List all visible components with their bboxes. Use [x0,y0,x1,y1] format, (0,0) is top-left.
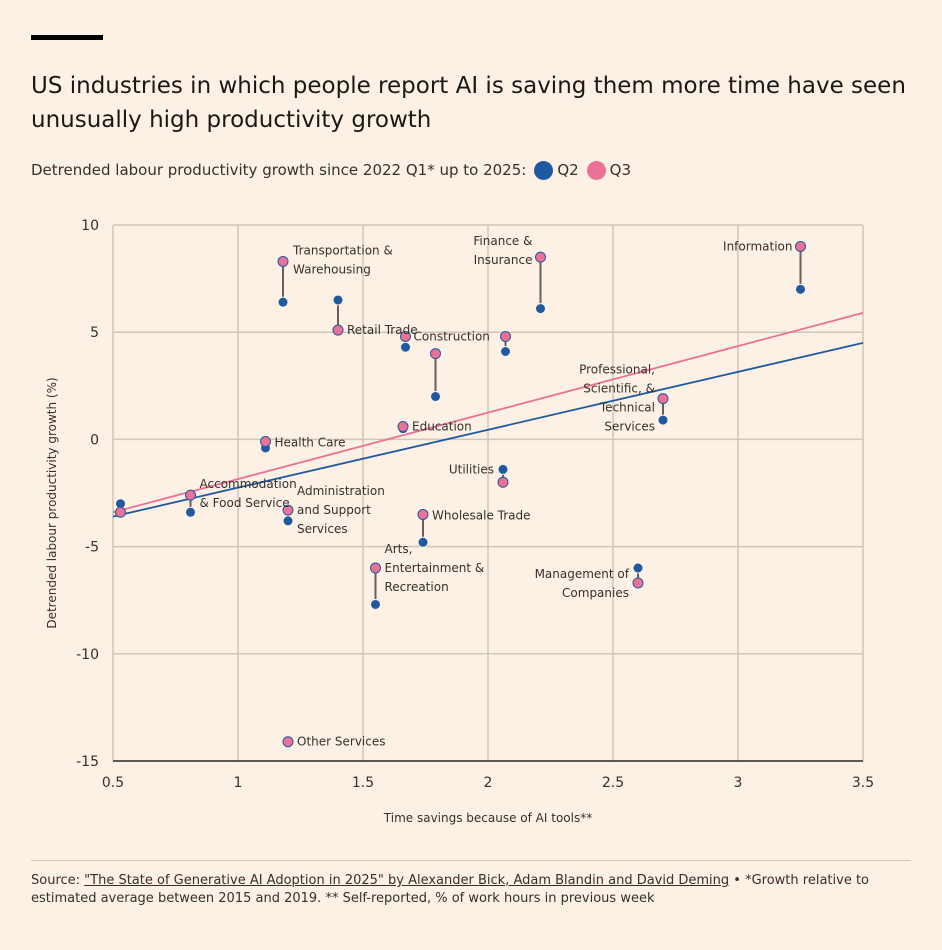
y-tick-label: -10 [76,647,99,663]
point-q3 [185,489,196,501]
point-q2 [277,296,289,308]
y-tick-label: 5 [90,325,99,341]
y-tick-label: -15 [76,754,99,770]
legend-label-q2: Q2 [557,161,579,179]
point-q3 [795,240,806,252]
x-tick-label: 3 [734,775,743,791]
point-q2 [500,345,511,357]
point-q2 [370,598,381,610]
x-tick-label: 1.5 [352,775,374,791]
source-divider [31,860,911,861]
point-label: Administration and Support Services [297,484,385,536]
source-suffix: • *Growth relative to estimated average … [31,873,869,906]
chart-title: US industries in which people report AI … [31,73,906,134]
x-tick-label: 3.5 [852,775,874,791]
legend-item-q3: Q3 [586,158,632,182]
point-label: Information [723,239,792,253]
point-q2 [632,562,644,574]
point-label: Arts, Entertainment & Recreation [385,542,485,594]
point-q3 [332,324,344,336]
source-prefix: Source: [31,873,85,888]
point-q2 [497,463,509,475]
subtitle-text: Detrended labour productivity growth sin… [31,161,527,179]
point-label: Other Services [297,735,386,749]
point-label: Education [412,420,472,434]
point-q3 [282,504,294,516]
point-q2 [795,283,806,295]
point-label: Wholesale Trade [432,508,531,522]
point-q3 [417,508,429,520]
point-q3 [397,421,409,433]
source-note: Source: "The State of Generative AI Adop… [31,860,911,908]
trendline-q3 [112,312,864,514]
legend-swatch-q2 [534,160,554,180]
point-q3 [497,476,509,488]
point-label: Retail Trade [347,323,418,337]
point-q3 [370,562,381,574]
point-q2 [535,303,546,315]
source-link[interactable]: "The State of Generative AI Adoption in … [84,873,730,888]
point-label: Finance & Insurance [473,234,532,267]
top-rule [31,35,103,40]
point-q3 [535,251,546,263]
point-label: Management of Companies [535,567,630,600]
trendline-q2 [112,342,864,518]
point-q3 [260,436,271,448]
point-label: Transportation & Warehousing [292,243,393,276]
point-q2 [185,506,196,518]
point-label: Health Care [275,436,346,450]
y-tick-label: -5 [85,540,99,556]
point-q2 [430,391,441,403]
point-label: Construction [414,329,490,343]
point-q3 [657,393,669,405]
point-label: Accommodation & Food Service [200,477,297,510]
point-q2 [400,341,411,353]
x-tick-label: 0.5 [102,775,124,791]
y-tick-label: 10 [81,218,99,234]
point-q3 [115,506,126,518]
x-tick-label: 2.5 [602,775,624,791]
legend-item-q2: Q2 [534,158,579,182]
x-tick-label: 1 [234,775,243,791]
scatter-chart: 0.5 1 1.5 2 2.5 3 3.5 10 5 0 -5 -10 -15 Time savings … [45,218,874,825]
point-label: Utilities [449,462,494,476]
point-q2 [332,294,344,306]
point-q2 [282,515,294,527]
point-q3 [400,330,411,342]
point-label: Professional, Scientific, & Technical Servi… [579,363,655,434]
x-tick-label: 2 [484,775,493,791]
point-q3 [282,736,294,748]
point-q3 [500,330,511,342]
legend-swatch-q3 [586,160,606,180]
point-q3 [430,348,441,360]
point-q3 [277,255,289,267]
chart-subtitle: Detrended labour productivity growth sin… [31,158,631,182]
legend-label-q3: Q3 [609,161,632,179]
point-q2 [657,414,669,426]
point-q3 [632,577,644,589]
y-axis-label: Detrended labour productivity growth (%) [45,377,59,628]
point-q2 [417,536,429,548]
x-axis-label: Time savings because of AI tools** [383,811,592,825]
y-tick-label: 0 [90,432,99,448]
